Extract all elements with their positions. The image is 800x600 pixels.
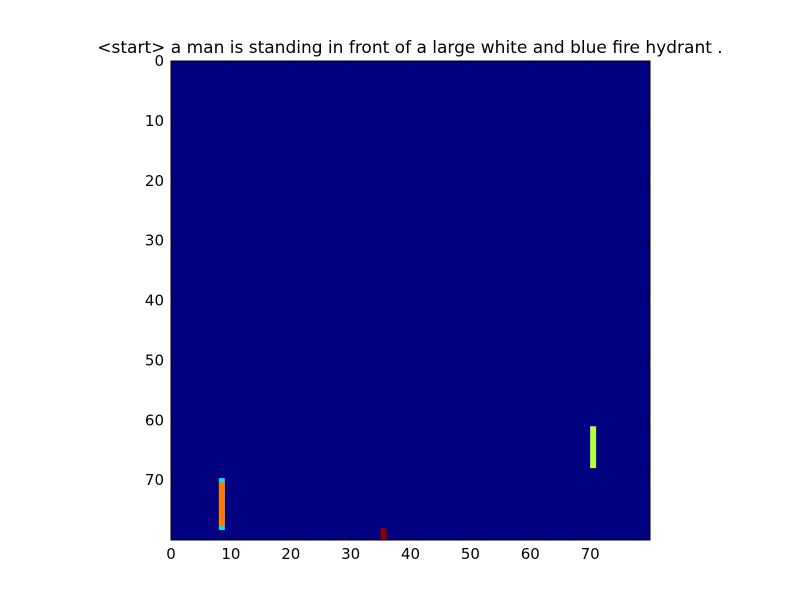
x-tick-label: 50 — [461, 545, 480, 563]
plot-background — [171, 61, 650, 540]
chart-title: <start> a man is standing in front of a … — [97, 38, 722, 58]
y-axis: 0 10 20 30 40 50 60 70 — [145, 52, 650, 489]
y-tick-label: 60 — [145, 411, 164, 429]
y-tick-label: 10 — [145, 112, 164, 130]
x-tick-label: 70 — [581, 545, 600, 563]
y-tick-label: 50 — [145, 351, 164, 369]
heatmap-cell — [218, 482, 225, 527]
x-tick-label: 20 — [281, 545, 300, 563]
y-tick-label: 30 — [145, 232, 164, 250]
y-tick-label: 0 — [154, 52, 164, 70]
x-tick-label: 0 — [166, 545, 176, 563]
x-tick-label: 30 — [341, 545, 360, 563]
y-tick-label: 70 — [145, 471, 164, 489]
x-axis: 0 10 20 30 40 50 60 70 — [166, 61, 600, 563]
y-tick-label: 20 — [145, 172, 164, 190]
x-tick-label: 10 — [221, 545, 240, 563]
y-tick-label: 40 — [145, 292, 164, 310]
x-tick-label: 40 — [401, 545, 420, 563]
heatmap-cell — [590, 426, 597, 469]
x-tick-label: 60 — [521, 545, 540, 563]
heatmap-cells — [218, 426, 597, 540]
heatmap-cell — [380, 528, 387, 540]
